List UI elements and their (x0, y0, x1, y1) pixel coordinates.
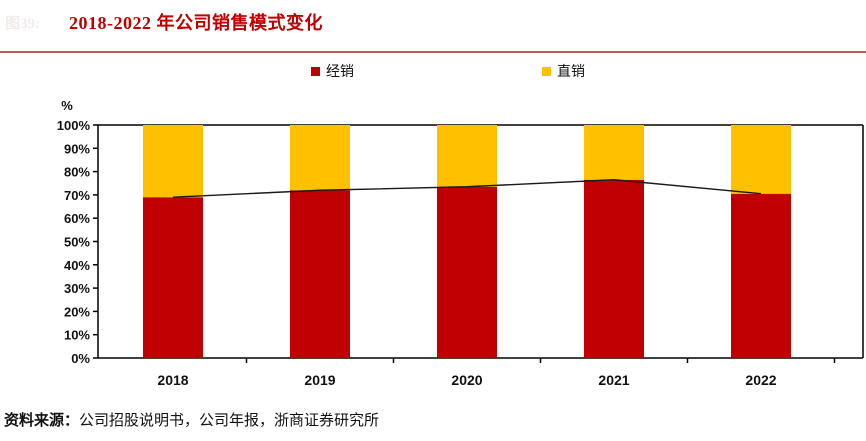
chart-title: 2018-2022 年公司销售模式变化 (69, 13, 323, 33)
trend-line (172, 179, 762, 198)
y-tick-label: 70% (64, 188, 90, 203)
y-axis-unit-label: % (61, 98, 73, 113)
y-tick-label: 50% (64, 235, 90, 250)
legend-swatch-yellow-icon (542, 66, 551, 76)
source-note-text: 公司招股说明书，公司年报，浙商证券研究所 (79, 413, 380, 429)
y-tick-label: 100% (57, 118, 91, 133)
y-tick-label: 20% (64, 304, 90, 319)
bar-segment-直销-2018 (143, 125, 203, 198)
legend-swatch-red-icon (311, 66, 320, 76)
source-note: 资料来源：公司招股说明书，公司年报，浙商证券研究所 (4, 409, 379, 430)
source-note-prefix: 资料来源： (4, 413, 80, 429)
legend-item-distribution: 经销 (311, 62, 354, 80)
bar-segment-直销-2022 (731, 125, 791, 194)
x-category-label: 2020 (451, 372, 482, 388)
bar-segment-经销-2021 (584, 179, 644, 358)
y-tick-label: 90% (64, 141, 90, 156)
legend-label-direct-sales: 直销 (557, 65, 585, 80)
y-tick-label: 60% (64, 211, 90, 226)
bar-segment-直销-2020 (437, 125, 497, 187)
x-category-label: 2022 (745, 372, 776, 388)
bar-segment-直销-2021 (584, 125, 644, 180)
y-tick-label: 30% (64, 281, 90, 296)
bar-segment-经销-2020 (437, 186, 497, 358)
y-tick-label: 10% (64, 328, 90, 343)
y-tick-label: 40% (64, 258, 90, 273)
x-category-label: 2021 (598, 372, 629, 388)
title-divider (0, 51, 866, 53)
x-category-label: 2018 (157, 372, 188, 388)
y-tick-label: 80% (64, 165, 90, 180)
figure-number-watermark: 图39: (5, 16, 40, 32)
bar-segment-直销-2019 (290, 125, 350, 191)
y-tick-label: 0% (71, 351, 90, 366)
bar-segment-经销-2022 (731, 193, 791, 358)
legend-label-distribution: 经销 (326, 65, 354, 80)
bar-segment-经销-2018 (143, 197, 203, 358)
x-category-label: 2019 (304, 372, 335, 388)
legend-item-direct-sales: 直销 (542, 62, 585, 80)
bar-segment-经销-2019 (290, 190, 350, 358)
